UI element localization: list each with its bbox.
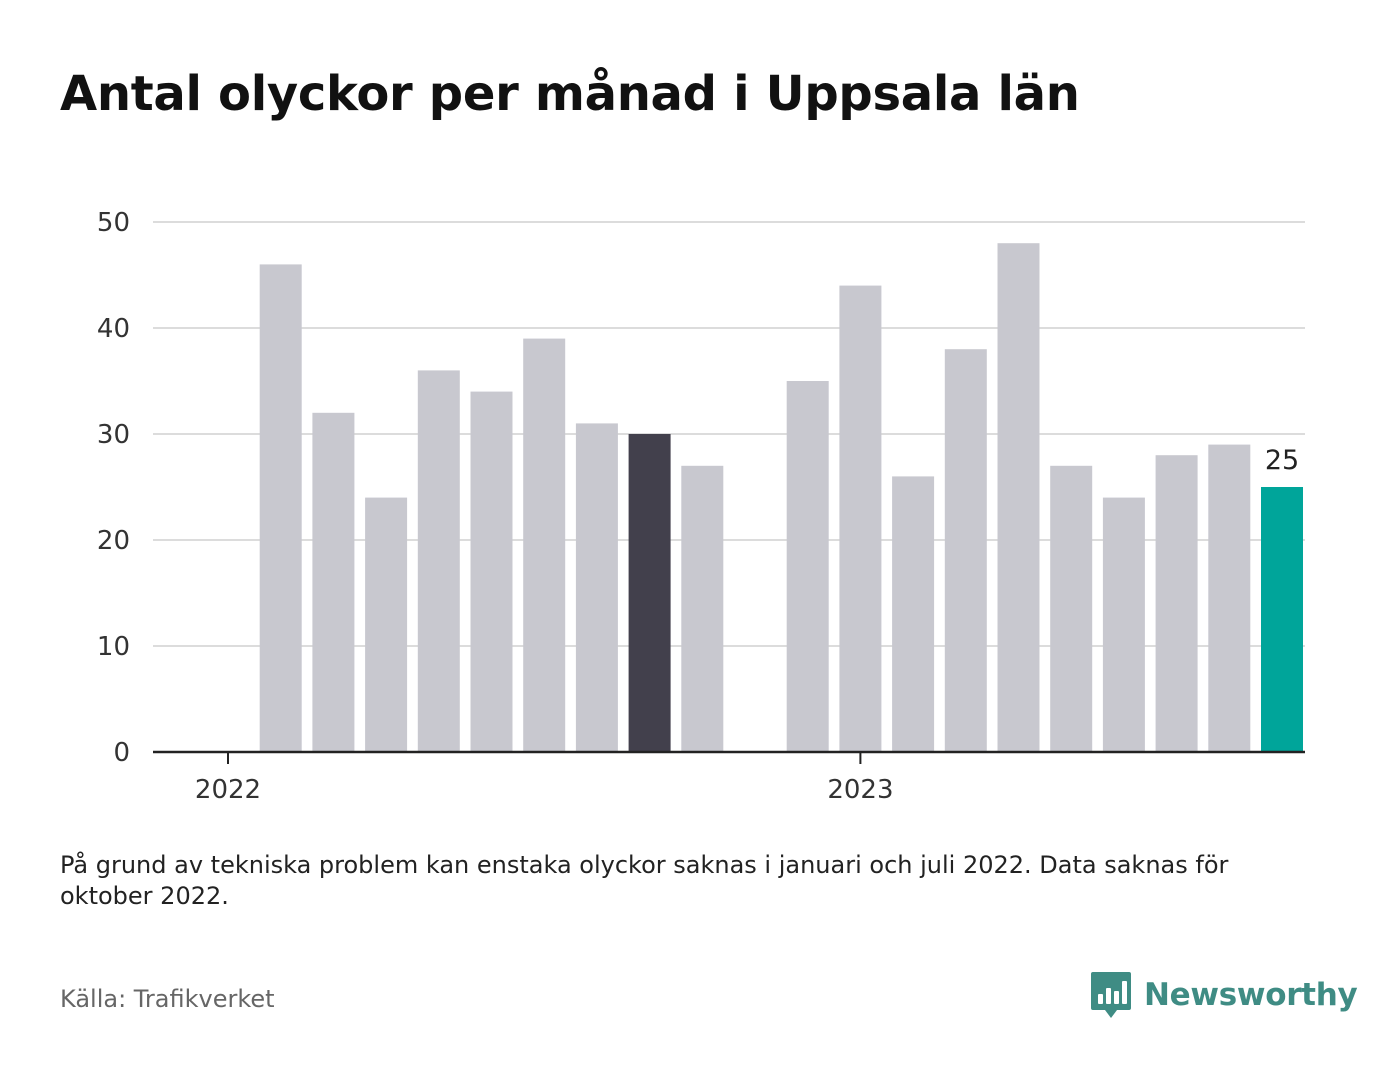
bar-2023-03 (944, 349, 987, 752)
data-label: 25 (1265, 445, 1299, 476)
bar-2022-05 (417, 370, 460, 752)
bar-2022-12 (786, 381, 829, 752)
bar-2023-06 (1102, 497, 1145, 752)
bar-2022-07 (523, 338, 566, 752)
chart-title: Antal olyckor per månad i Uppsala län (60, 66, 1080, 122)
bar-2023-04 (997, 243, 1040, 752)
bar-2023-05 (1050, 465, 1093, 752)
bar-2022-04 (365, 497, 408, 752)
bar-2022-08 (575, 423, 618, 752)
x-axis (153, 750, 1305, 764)
y-tick-label: 40 (97, 314, 130, 344)
bar-2022-06 (470, 391, 513, 752)
y-tick-label: 20 (97, 526, 130, 556)
x-tick-label: 2022 (195, 775, 261, 805)
bars (259, 243, 1303, 752)
bar-2023-09 (1261, 487, 1303, 752)
y-tick-label: 10 (97, 632, 130, 662)
bar-2022-03 (312, 412, 355, 752)
bar-2023-07 (1155, 455, 1198, 752)
bar-chart-logo-icon (1091, 972, 1131, 1018)
brand-logo: Newsworthy (1090, 970, 1358, 1020)
labels: 0 10 20 30 40 50 2022 2023 25 (97, 208, 1299, 805)
x-tick-label: 2023 (827, 775, 893, 805)
y-tick-label: 50 (97, 208, 130, 238)
source-text: Källa: Trafikverket (60, 985, 275, 1013)
y-tick-label: 30 (97, 420, 130, 450)
bar-2023-01 (839, 285, 882, 752)
bar-2023-08 (1208, 444, 1251, 752)
y-tick-label: 0 (113, 738, 130, 768)
chart-note: På grund av tekniska problem kan enstaka… (60, 851, 1229, 910)
bar-2023-02 (892, 476, 935, 752)
bar-2022-10 (681, 465, 724, 752)
bar-2022-02 (259, 264, 302, 752)
bar-chart: 0 10 20 30 40 50 2022 2023 25 (97, 208, 1305, 805)
bar-2022-09 (628, 434, 671, 752)
brand-name: Newsworthy (1144, 977, 1358, 1013)
